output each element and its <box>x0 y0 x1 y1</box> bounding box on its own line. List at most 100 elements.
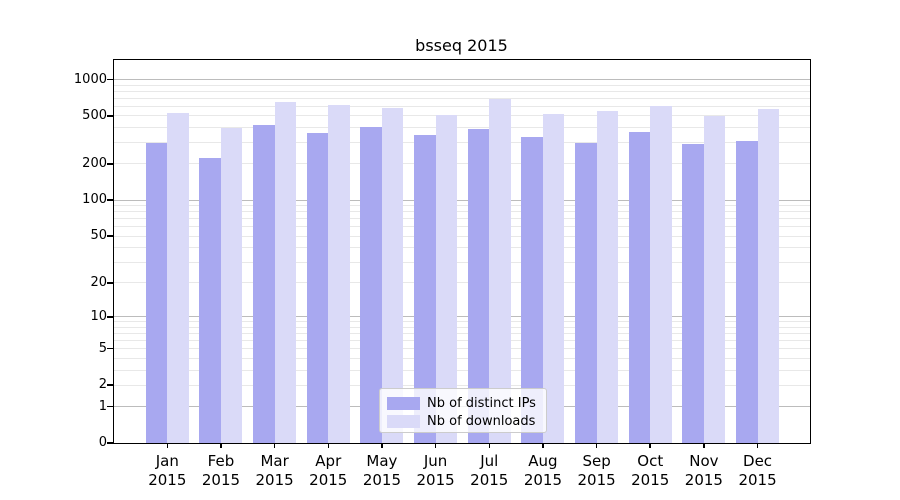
x-tick-month: Nov <box>689 452 719 470</box>
y-tick-label-2: 2 <box>98 377 107 393</box>
x-tick-month: Jan <box>155 452 179 470</box>
x-tick-oct <box>649 443 651 448</box>
bar-distinct-ips-jun <box>414 134 436 443</box>
bar-distinct-ips-apr <box>306 133 329 443</box>
bar-downloads-apr <box>328 105 350 443</box>
x-tick-label-aug: Aug 2015 <box>513 452 573 490</box>
x-tick-label-mar: Mar 2015 <box>245 452 305 490</box>
gridline-minor-300 <box>114 142 810 144</box>
gridline-minor-6 <box>114 340 810 342</box>
chart-title: bsseq 2015 <box>415 36 508 55</box>
y-tick-500 <box>107 115 113 117</box>
x-tick-label-jun: Jun 2015 <box>406 452 466 490</box>
legend-label-distinct-ips: Nb of distinct IPs <box>427 395 536 411</box>
gridline-minor-200 <box>114 163 810 165</box>
x-tick-month: Feb <box>207 452 235 470</box>
bar-distinct-ips-dec <box>736 141 758 443</box>
bar-downloads-nov <box>703 115 726 443</box>
x-tick-year: 2015 <box>201 471 241 489</box>
legend-item-distinct-ips: Nb of distinct IPs <box>387 395 539 411</box>
y-tick-label-1000: 1000 <box>73 71 107 87</box>
y-tick-0 <box>107 442 113 444</box>
x-tick-year: 2015 <box>523 471 562 489</box>
bar-downloads-mar <box>274 101 297 443</box>
y-tick-20 <box>107 282 113 284</box>
gridline-major-10 <box>114 316 810 318</box>
bar-downloads-aug <box>542 113 565 443</box>
x-tick-year: 2015 <box>362 471 402 489</box>
legend-swatch-distinct-ips <box>387 396 420 410</box>
bar-downloads-jan <box>167 112 189 443</box>
x-tick-dec <box>756 443 759 448</box>
x-tick-year: 2015 <box>416 471 455 489</box>
bar-distinct-ips-nov <box>682 143 704 443</box>
x-tick-label-nov: Nov 2015 <box>674 452 734 490</box>
x-tick-label-may: May 2015 <box>352 452 412 490</box>
x-tick-month: Sep <box>582 452 611 470</box>
y-tick-10 <box>107 316 113 318</box>
x-tick-jul <box>488 443 490 448</box>
x-tick-month: May <box>366 452 398 470</box>
gridline-minor-7 <box>114 333 810 335</box>
bar-downloads-sep <box>596 111 619 443</box>
x-tick-year: 2015 <box>148 471 187 489</box>
x-tick-month: Dec <box>743 452 773 470</box>
bar-downloads-jul <box>489 99 511 443</box>
x-tick-feb <box>220 443 222 448</box>
gridline-minor-90 <box>114 205 810 207</box>
x-tick-apr <box>327 443 330 448</box>
gridline-minor-9 <box>114 321 810 323</box>
x-tick-nov <box>703 443 705 448</box>
gridline-minor-500 <box>114 115 810 117</box>
x-tick-sep <box>595 443 598 448</box>
y-tick-label-1: 1 <box>98 398 107 414</box>
bar-distinct-ips-jul <box>467 128 490 443</box>
bar-downloads-dec <box>757 108 780 443</box>
plot-area: 0 1 2 5 10 20 50 100 200 500 1000 Jan 2015 Feb 2015 Mar… <box>74 58 811 489</box>
gridline-minor-800 <box>114 90 810 92</box>
gridline-minor-700 <box>114 97 810 99</box>
gridline-minor-60 <box>114 226 810 228</box>
bar-distinct-ips-feb <box>199 157 221 443</box>
x-tick-label-dec: Dec 2015 <box>728 452 788 490</box>
bar-distinct-ips-mar <box>253 125 275 443</box>
gridline-minor-900 <box>114 84 810 86</box>
x-tick-label-apr: Apr 2015 <box>298 452 358 490</box>
x-tick-year: 2015 <box>684 471 723 489</box>
y-tick-1000 <box>107 78 113 81</box>
bar-downloads-oct <box>650 106 672 443</box>
gridline-major-100 <box>114 199 810 201</box>
legend-label-downloads: Nb of downloads <box>427 413 536 429</box>
x-tick-label-jul: Jul 2015 <box>459 452 519 490</box>
y-tick-label-10: 10 <box>90 308 107 324</box>
y-tick-label-20: 20 <box>90 274 107 290</box>
x-tick-jun <box>434 443 437 448</box>
x-tick-month: Mar <box>260 452 289 470</box>
x-tick-month: Jun <box>423 452 448 470</box>
x-tick-label-oct: Oct 2015 <box>620 452 680 490</box>
bar-downloads-jun <box>435 114 458 443</box>
gridline-minor-4 <box>114 357 810 359</box>
gridline-minor-3 <box>114 369 810 371</box>
y-tick-50 <box>107 235 113 237</box>
y-tick-100 <box>107 199 113 201</box>
gridline-minor-30 <box>114 261 810 263</box>
x-tick-aug <box>542 443 544 448</box>
x-tick-mar <box>273 443 276 448</box>
gridline-minor-70 <box>114 218 810 220</box>
bar-downloads-may <box>381 107 404 443</box>
y-tick-label-200: 200 <box>82 155 107 171</box>
gridline-minor-80 <box>114 211 810 213</box>
y-tick-label-5: 5 <box>98 340 107 356</box>
x-tick-label-feb: Feb 2015 <box>191 452 251 490</box>
y-tick-label-50: 50 <box>90 228 107 244</box>
y-tick-label-500: 500 <box>82 107 107 123</box>
y-tick-2 <box>107 384 113 386</box>
gridline-major-1000 <box>114 79 810 80</box>
y-tick-1 <box>107 405 113 408</box>
bar-distinct-ips-aug <box>521 136 543 443</box>
x-tick-month: Oct <box>637 452 664 470</box>
bar-downloads-feb <box>220 128 243 443</box>
legend-swatch-downloads <box>387 414 420 428</box>
x-tick-year: 2015 <box>631 471 670 489</box>
